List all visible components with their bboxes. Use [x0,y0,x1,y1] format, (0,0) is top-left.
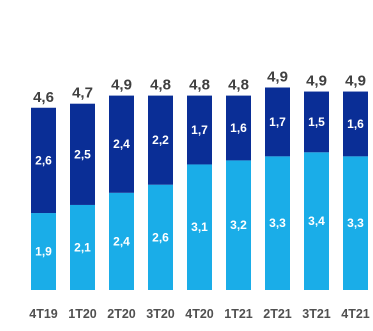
segment-value-label: 2,6 [152,230,169,244]
total-value-label: 4,7 [72,85,93,102]
bar-segment [109,95,134,193]
bar-segment [226,95,251,161]
segment-value-label: 3,3 [269,216,286,230]
total-value-label: 4,9 [111,77,132,94]
bar-segment [187,164,212,290]
total-value-label: 4,9 [345,73,366,90]
bar-segment [304,91,329,153]
category-tick-label: 4T21 [341,307,370,321]
segment-value-label: 2,5 [74,147,91,161]
segment-value-label: 2,4 [113,137,130,151]
bar-segment [304,152,329,290]
category-tick-label: 2T21 [263,307,292,321]
segment-value-label: 2,4 [113,234,130,248]
bar-segment [31,213,56,290]
category-tick-label: 2T20 [107,307,136,321]
total-value-label: 4,8 [228,77,249,94]
category-tick-label: 3T20 [146,307,175,321]
bar-segment [148,95,173,185]
total-value-label: 4,8 [150,77,171,94]
segment-value-label: 2,2 [152,133,169,147]
bar-segment [343,156,368,290]
segment-value-label: 1,7 [191,123,208,137]
segment-value-label: 1,7 [269,115,286,129]
category-tick-label: 4T20 [185,307,214,321]
bar-segment [343,91,368,157]
segment-value-label: 1,6 [347,117,364,131]
bar-segment [187,95,212,165]
bar-segment [31,107,56,214]
segment-value-label: 3,3 [347,216,364,230]
segment-value-label: 1,9 [35,245,52,259]
total-value-label: 4,9 [267,69,288,86]
segment-value-label: 3,1 [191,220,208,234]
category-tick-label: 1T21 [224,307,253,321]
segment-value-label: 2,6 [35,153,52,167]
bar-segment [226,160,251,290]
bar-segment [70,103,95,205]
segment-value-label: 2,1 [74,240,91,254]
bar-segment [265,156,290,290]
segment-value-label: 3,2 [230,218,247,232]
bar-segment [70,204,95,290]
category-tick-label: 4T19 [29,307,58,321]
total-value-label: 4,8 [189,77,210,94]
category-tick-label: 3T21 [302,307,331,321]
segment-value-label: 1,6 [230,121,247,135]
segment-value-label: 1,5 [308,115,325,129]
bar-segment [109,192,134,290]
category-tick-label: 1T20 [68,307,97,321]
total-value-label: 4,6 [33,89,54,106]
segment-value-label: 3,4 [308,214,325,228]
bar-segment [265,87,290,157]
bar-segment [148,184,173,290]
total-value-label: 4,9 [306,73,327,90]
